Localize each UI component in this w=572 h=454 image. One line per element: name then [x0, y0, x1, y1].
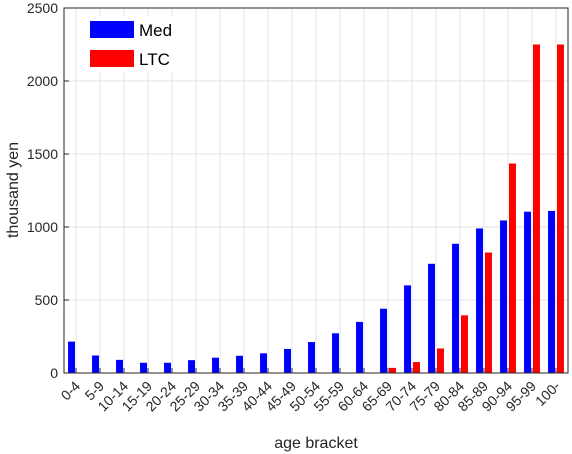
bar-ltc-95-99: [533, 44, 540, 373]
bar-med-65-69: [380, 308, 387, 373]
bar-med-55-59: [332, 333, 339, 373]
bar-med-70-74: [404, 285, 411, 373]
bars: [68, 44, 564, 373]
bar-med-95-99: [524, 211, 531, 373]
bar-med-30-34: [212, 357, 219, 373]
bar-med-40-44: [260, 353, 267, 373]
legend-label-med: Med: [139, 21, 172, 40]
bar-med-75-79: [428, 263, 435, 373]
legend-label-ltc: LTC: [139, 50, 170, 69]
bar-ltc-85-89: [485, 252, 492, 373]
bar-ltc-70-74: [413, 362, 420, 373]
bar-med-5-9: [92, 355, 99, 373]
bar-med-50-54: [308, 342, 315, 373]
bar-ltc-80-84: [461, 315, 468, 373]
y-tick-label: 2500: [27, 0, 58, 16]
bar-med-60-64: [356, 321, 363, 373]
bar-med-25-29: [188, 360, 195, 373]
legend-swatch-ltc: [90, 50, 134, 67]
y-axis: 0 500 1000 1500 2000 2500: [27, 0, 69, 381]
bar-med-45-49: [284, 348, 291, 373]
x-axis-label: age bracket: [274, 435, 358, 452]
bar-ltc-100-: [557, 44, 564, 373]
bar-med-90-94: [500, 220, 507, 373]
x-axis: 0-45-910-1415-1920-2425-2930-3435-3940-4…: [57, 368, 563, 414]
y-tick-label: 1000: [27, 219, 58, 235]
bar-med-100-: [548, 210, 555, 373]
legend: Med LTC: [84, 16, 188, 72]
y-axis-label: thousand yen: [5, 142, 22, 238]
y-tick-label: 0: [50, 365, 58, 381]
legend-swatch-med: [90, 21, 134, 38]
y-tick-label: 2000: [27, 73, 58, 89]
y-tick-label: 500: [35, 292, 59, 308]
x-tick-label: 100-: [532, 378, 563, 409]
bar-ltc-75-79: [437, 348, 444, 373]
bar-ltc-90-94: [509, 163, 516, 373]
bar-med-15-19: [140, 362, 147, 373]
x-tick-label: 0-4: [57, 378, 83, 404]
bar-med-0-4: [68, 341, 75, 373]
bar-med-85-89: [476, 228, 483, 373]
bar-med-35-39: [236, 355, 243, 373]
bar-med-20-24: [164, 362, 171, 373]
bar-med-10-14: [116, 359, 123, 373]
bar-ltc-65-69: [389, 367, 396, 373]
y-tick-label: 1500: [27, 146, 58, 162]
bar-med-80-84: [452, 243, 459, 373]
